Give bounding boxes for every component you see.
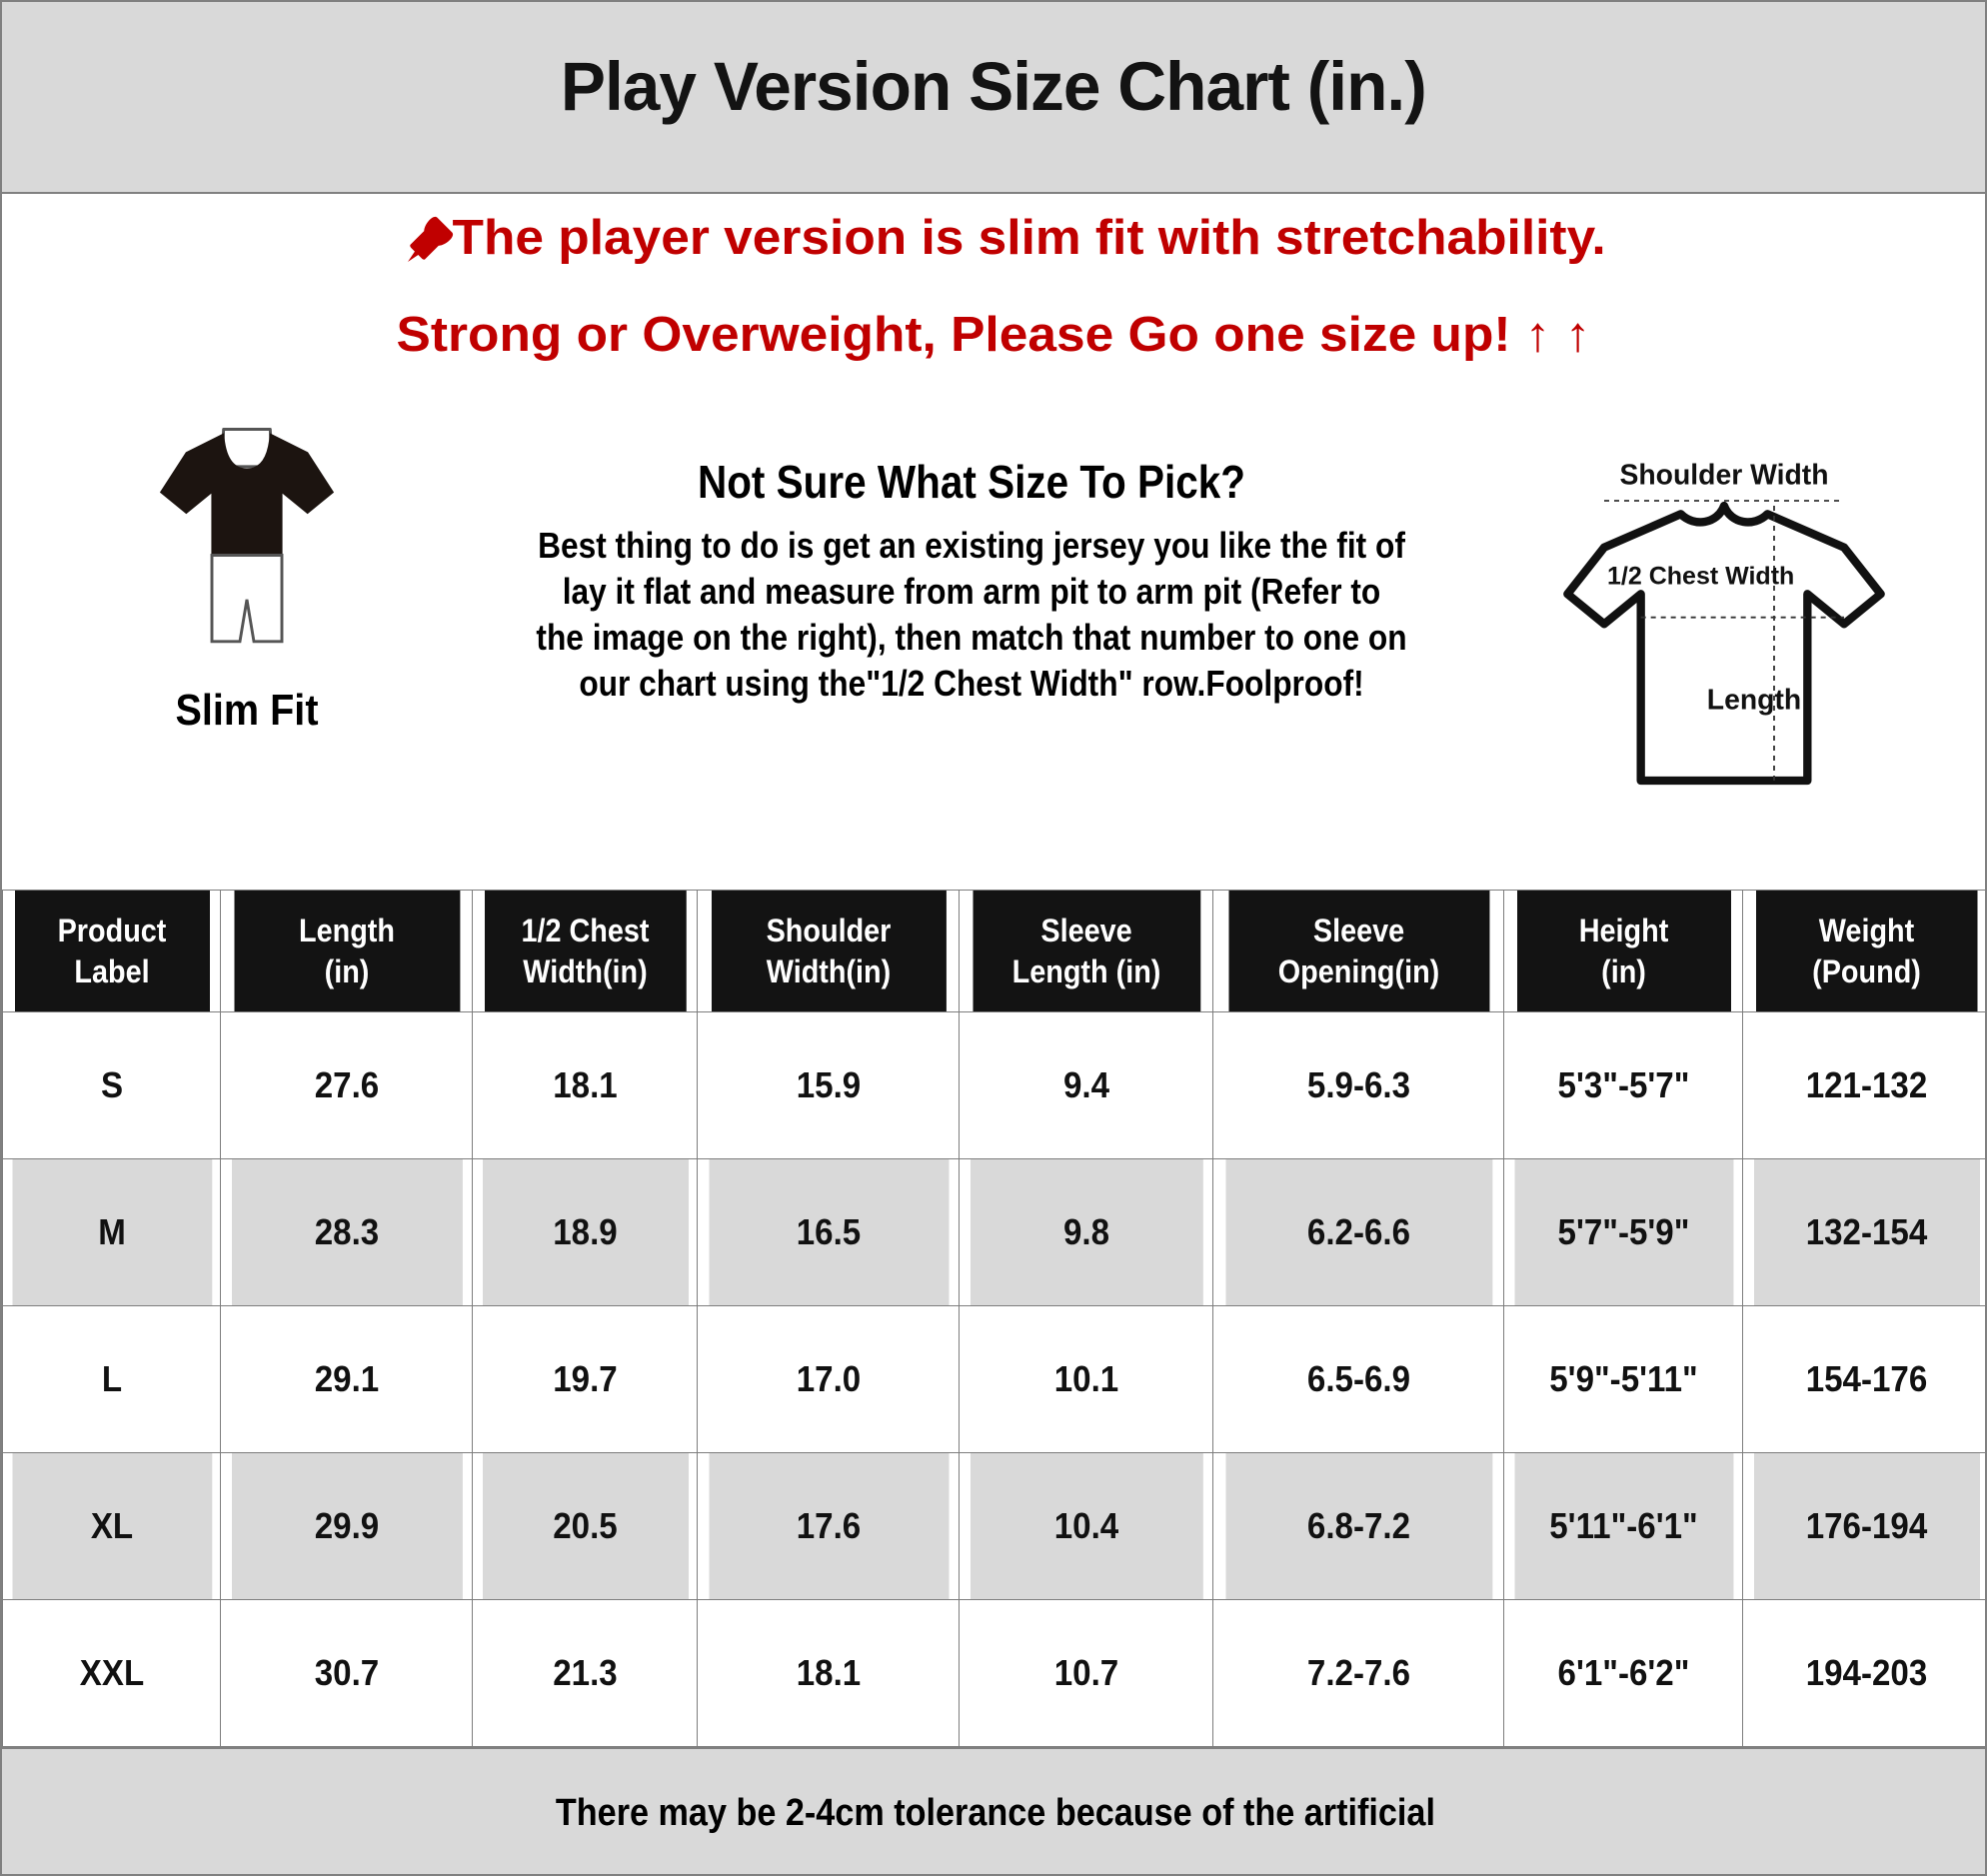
svg-text:Length: Length: [1707, 684, 1801, 716]
svg-text:1/2 Chest Width: 1/2 Chest Width: [1607, 562, 1794, 590]
svg-text:Shoulder Width: Shoulder Width: [1619, 459, 1828, 491]
